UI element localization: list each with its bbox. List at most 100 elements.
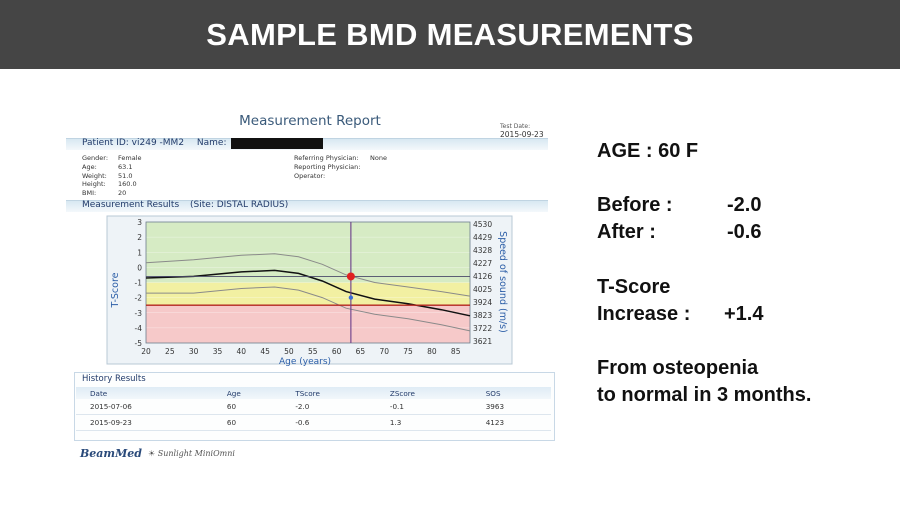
y-tick-label: -5 [135, 339, 143, 348]
physician-labels: Referring Physician: Reporting Physician… [294, 154, 360, 180]
x-tick-label: 50 [284, 347, 294, 356]
y2-tick-label: 4429 [473, 233, 492, 242]
y2-tick-label: 3722 [473, 324, 492, 333]
series-lower-line [146, 286, 471, 332]
band-osteopenia [146, 282, 470, 306]
results-title-text: Measurement Results [82, 200, 180, 210]
cell-zscore: 1.3 [375, 414, 472, 431]
x-tick-label: 80 [427, 347, 437, 356]
field-label: Operator: [294, 171, 326, 180]
tscore-chart: 20 25 30 35 40 45 50 55 60 65 70 75 80 85 3 2 1 0 -1 -2 -3 -4… [106, 215, 513, 367]
results-section-title: Measurement Results (Site: DISTAL RADIUS… [82, 200, 288, 210]
report-title: Measurement Report [239, 113, 381, 129]
x-tick-label: 85 [451, 347, 461, 356]
patient-id: Patient ID: vi249 -MM2 Name: [82, 138, 227, 148]
y2-tick-label: 4126 [473, 272, 492, 281]
plot-border [145, 221, 471, 344]
test-date-label: Test Date: [500, 123, 531, 130]
x-tick-label: 35 [213, 347, 223, 356]
series-upper-line [145, 253, 471, 297]
y-tick-label: -4 [135, 324, 143, 333]
cell-date: 2015-09-23 [76, 414, 213, 431]
field-label: BMI: [82, 189, 97, 198]
cell-zscore: -0.1 [375, 399, 472, 415]
y-axis-label: T-Score [110, 272, 121, 308]
field-value: 51.0 [118, 171, 133, 180]
redacted-name [231, 138, 323, 149]
band-osteoporosis [146, 305, 470, 343]
beammed-logo: BeamMed [80, 447, 142, 460]
field-value: 160.0 [118, 180, 137, 189]
field-value: 20 [118, 189, 127, 198]
x-tick-label: 75 [403, 347, 413, 356]
field-label: Age: [82, 162, 97, 171]
after-label: After : [597, 221, 656, 243]
cell-tscore: -2.0 [281, 399, 376, 415]
x-tick-label: 20 [141, 347, 151, 356]
name-label: Name: [196, 138, 227, 148]
x-tick-label: 30 [189, 347, 199, 356]
y2-tick-label: 4530 [473, 220, 492, 229]
cell-sos: 4123 [471, 414, 551, 431]
y-tick-label: -2 [135, 294, 143, 303]
cell-age: 60 [212, 399, 282, 415]
field-label: Height: [82, 180, 106, 189]
col-age: Age [212, 387, 282, 399]
y2-tick-label: 3823 [473, 311, 492, 320]
age-line: AGE : 60 F [597, 140, 699, 162]
conclusion-line-1: From osteopenia [597, 357, 759, 379]
x-tick-label: 40 [237, 347, 247, 356]
x-tick-label: 55 [308, 347, 318, 356]
patient-id-text: Patient ID: vi249 -MM2 [82, 138, 185, 148]
x-tick-label: 25 [165, 347, 175, 356]
y2-tick-label: 4227 [473, 259, 492, 268]
site-text: (Site: DISTAL RADIUS) [190, 200, 289, 210]
x-tick-label: 45 [260, 347, 270, 356]
col-tscore: TScore [281, 387, 376, 399]
before-value: -2.0 [727, 194, 762, 216]
results-strip [66, 200, 548, 212]
field-label: Gender: [82, 154, 109, 162]
title-banner [0, 0, 900, 69]
y-tick-label: 2 [137, 233, 142, 242]
table-row: 2015-09-23 60 -0.6 1.3 4123 [76, 414, 551, 431]
after-value: -0.6 [727, 221, 762, 243]
x-tick-label: 70 [379, 347, 389, 356]
current-measurement-point [346, 272, 355, 281]
cell-tscore: -0.6 [281, 414, 376, 431]
tscore-label: T-Score [597, 276, 671, 298]
field-label: Weight: [82, 171, 107, 180]
y2-axis-label: Speed of sound (m/s) [497, 231, 508, 333]
x-tick-label: 65 [356, 347, 366, 356]
field-value: 63.1 [118, 162, 133, 171]
history-table: Date Age TScore ZScore SOS 2015-07-06 60… [76, 387, 551, 431]
cell-date: 2015-07-06 [76, 399, 213, 415]
patient-fields-values: Female 63.1 51.0 160.0 20 [118, 154, 142, 198]
slide-title: SAMPLE BMD MEASUREMENTS [206, 17, 694, 52]
previous-measurement-point [348, 295, 354, 300]
increase-value: +1.4 [724, 303, 764, 325]
y-tick-label: 3 [137, 218, 142, 227]
x-tick-label: 60 [332, 347, 342, 356]
y-tick-label: -3 [135, 309, 143, 318]
conclusion-line-2: to normal in 3 months. [597, 384, 812, 406]
increase-label: Increase : [597, 303, 691, 325]
x-axis-label: Age (years) [279, 357, 331, 367]
test-date-value: 2015-09-23 [500, 130, 544, 139]
patient-fields-labels: Gender: Age: Weight: Height: BMI: [82, 154, 108, 198]
col-zscore: ZScore [375, 387, 472, 399]
y2-tick-label: 3621 [473, 337, 492, 346]
col-sos: SOS [471, 387, 551, 399]
physician-values: None [370, 154, 387, 163]
y-tick-label: -1 [135, 279, 143, 288]
field-value: None [370, 154, 387, 162]
cell-sos: 3963 [471, 399, 551, 415]
cell-age: 60 [212, 414, 282, 431]
y2-tick-label: 4025 [473, 285, 492, 294]
before-label: Before : [597, 194, 673, 216]
y2-tick-label: 3924 [473, 298, 492, 307]
history-title: History Results [82, 374, 146, 384]
product-logo: ☀ Sunlight MiniOmni [148, 449, 235, 458]
y-tick-label: 1 [137, 248, 142, 257]
product-name: Sunlight MiniOmni [157, 449, 235, 458]
